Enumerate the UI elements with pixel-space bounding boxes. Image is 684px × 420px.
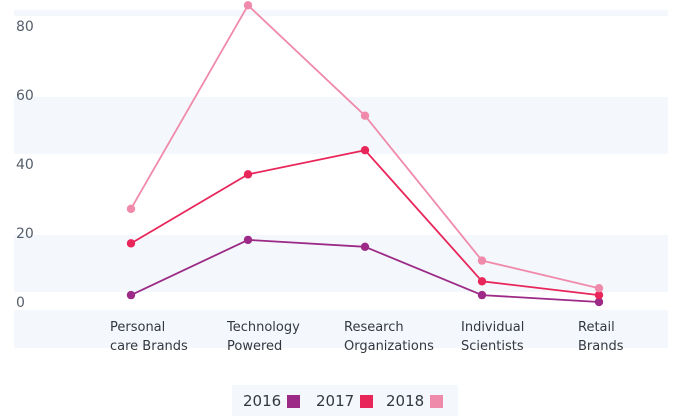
data-point-2017 <box>360 146 370 155</box>
grid-band <box>14 310 668 348</box>
y-tick-label: 0 <box>16 295 25 311</box>
x-category-label: Research Organizations <box>344 320 434 354</box>
grid-band <box>14 97 668 154</box>
data-point-2016 <box>594 297 604 307</box>
x-category-label-line: Retail <box>578 320 615 335</box>
y-tick-label: 40 <box>16 157 34 173</box>
data-point-2016 <box>360 242 370 251</box>
data-point-2018 <box>477 256 487 265</box>
x-category-label-line: Research <box>344 320 404 335</box>
y-tick-label: 80 <box>16 19 34 35</box>
data-point-2017 <box>126 239 136 248</box>
x-category-label: Technology Powered <box>226 320 300 354</box>
y-tick-label: 60 <box>16 88 34 104</box>
data-point-2018 <box>594 284 604 293</box>
legend-label: 2017 <box>316 392 354 410</box>
data-point-2016 <box>126 290 136 300</box>
x-category-label-line: Personal <box>110 320 165 335</box>
data-point-2018 <box>126 204 136 214</box>
x-category-label-line: Organizations <box>344 339 434 354</box>
grid-band <box>14 235 668 292</box>
background-bands <box>14 8 668 348</box>
x-category-label: Individual Scientists <box>461 320 524 354</box>
legend-swatch <box>430 395 443 408</box>
legend-label: 2018 <box>386 392 424 410</box>
y-axis-ticks: 0 20 40 60 80 <box>16 19 34 311</box>
x-category-label-line: Technology <box>226 320 300 335</box>
data-point-2018 <box>243 1 253 10</box>
band-spacer <box>14 8 668 81</box>
grid-band <box>14 10 668 16</box>
series-points <box>126 1 604 307</box>
data-point-2017 <box>243 170 253 179</box>
data-point-2017 <box>594 290 604 300</box>
x-category-label-line: Individual <box>461 320 524 335</box>
legend-swatch <box>360 395 373 408</box>
data-point-2016 <box>477 290 487 300</box>
legend-label: 2016 <box>243 392 281 410</box>
legend-swatch <box>287 395 300 408</box>
y-tick-label: 20 <box>16 226 34 242</box>
legend-background <box>232 385 458 416</box>
x-category-label: Personal care Brands <box>110 320 188 354</box>
legend: 2016 2017 2018 <box>232 385 458 416</box>
x-category-label-line: care Brands <box>110 339 188 354</box>
x-category-label-line: Brands <box>578 339 624 354</box>
x-category-label-line: Scientists <box>461 339 524 354</box>
x-axis-categories: Personal care Brands Technology Powered Rese… <box>110 320 624 354</box>
x-category-label-line: Powered <box>227 339 282 354</box>
data-point-2017 <box>477 277 487 286</box>
data-point-2016 <box>243 235 253 245</box>
data-point-2018 <box>360 111 370 120</box>
x-category-label: Retail Brands <box>578 320 624 354</box>
